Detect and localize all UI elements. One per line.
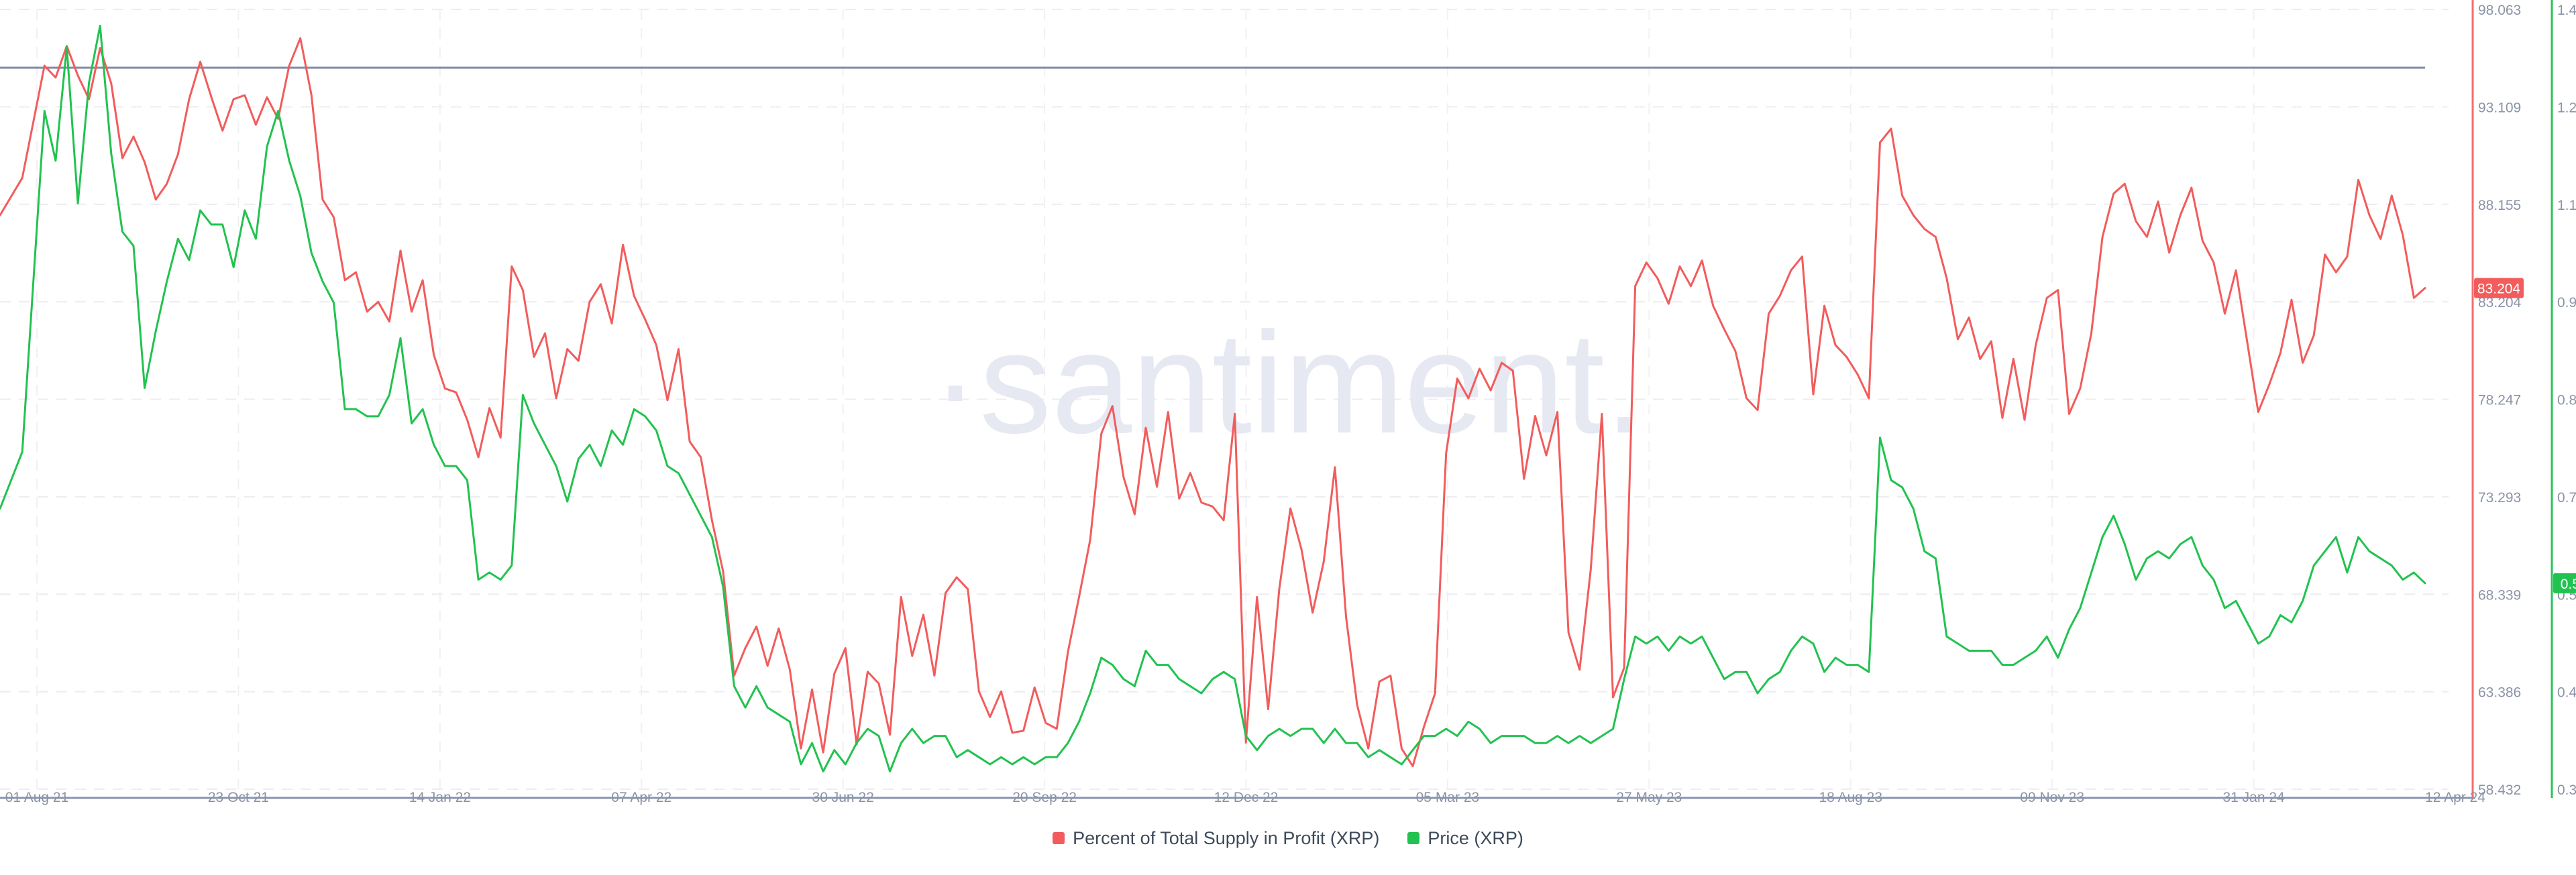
x-tick-label: 09 Nov 23 [2020, 790, 2084, 805]
y-right-tick-label: 0.442 [2557, 685, 2576, 701]
y-right-tick-label: 1.129 [2557, 198, 2576, 213]
y-left-tick-label: 88.155 [2478, 198, 2521, 213]
legend-swatch-price [1407, 832, 1420, 844]
x-tick-label: 18 Aug 23 [1819, 790, 1882, 805]
last-value-badges: 83.204 0.595 [2474, 278, 2576, 593]
legend: Percent of Total Supply in Profit (XRP) … [0, 821, 2576, 855]
x-tick-label: 07 Apr 22 [611, 790, 672, 805]
x-tick-label: 20 Sep 22 [1012, 790, 1077, 805]
y-left-tick-label: 58.432 [2478, 782, 2521, 798]
axes [0, 0, 2553, 799]
y-left-tick-label: 68.339 [2478, 587, 2521, 603]
x-tick-label: 31 Jan 24 [2222, 790, 2285, 805]
y-left-tick-label: 73.293 [2478, 490, 2521, 506]
legend-label-price: Price (XRP) [1428, 827, 1523, 848]
y-right-tick-label: 0.305 [2557, 782, 2576, 798]
x-tick-label: 23 Oct 21 [208, 790, 269, 805]
legend-item-price[interactable]: Price (XRP) [1407, 828, 1523, 849]
last-value-label: 83.204 [2477, 282, 2521, 297]
y-left-tick-label: 93.109 [2478, 100, 2521, 115]
x-tick-label: 05 Mar 23 [1416, 790, 1480, 805]
last-value-badge-supply [2474, 278, 2524, 298]
y-left-tick-label: 83.204 [2478, 295, 2522, 310]
legend-item-supply-in-profit[interactable]: Percent of Total Supply in Profit (XRP) [1053, 828, 1379, 849]
y-right-tick-label: 1.403 [2557, 3, 2576, 18]
x-tick-label: 12 Apr 24 [2425, 790, 2485, 805]
y-right-tick-label: 0.717 [2557, 490, 2576, 506]
y-left-tick-label: 78.247 [2478, 393, 2521, 408]
watermark: ·santiment. [931, 302, 1644, 463]
last-value-badge-price [2553, 573, 2576, 593]
y-left-tick-label: 98.063 [2478, 3, 2521, 18]
legend-swatch-supply-in-profit [1053, 832, 1065, 844]
y-right-tick-label: 1.266 [2557, 100, 2576, 115]
series-line-price[interactable] [0, 24, 2426, 772]
series-group[interactable] [0, 24, 2426, 772]
x-tick-label: 30 Jun 22 [812, 790, 874, 805]
y-left-tick-label: 63.386 [2478, 685, 2521, 701]
y-right-tick-label: 0.991 [2557, 295, 2576, 310]
series-line-supply-in-profit[interactable] [0, 37, 2426, 768]
x-tick-label: 12 Dec 22 [1214, 790, 1279, 805]
last-value-label: 0.595 [2561, 577, 2576, 592]
tick-labels: 98.063 1.403 93.109 1.266 88.155 1.129 83.204 0… [5, 3, 2576, 805]
grid [0, 9, 2449, 790]
x-tick-label: 27 May 23 [1616, 790, 1682, 805]
x-tick-label: 01 Aug 21 [5, 790, 69, 805]
x-tick-label: 14 Jan 22 [409, 790, 471, 805]
y-right-tick-label: 0.854 [2557, 393, 2576, 408]
legend-label-supply-in-profit: Percent of Total Supply in Profit (XRP) [1073, 827, 1380, 848]
